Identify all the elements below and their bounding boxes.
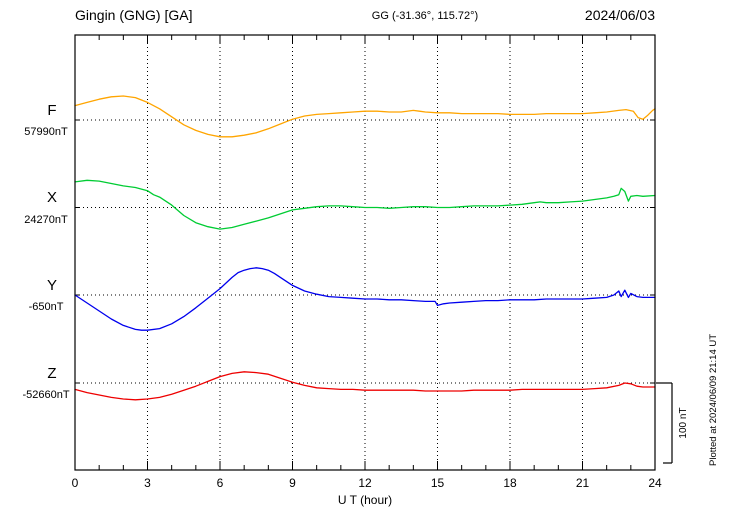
plot-date: 2024/06/03 (585, 7, 655, 23)
grid-lines (75, 35, 655, 470)
x-tick-label: 0 (72, 476, 79, 490)
series-baseline-X: 24270nT (24, 214, 68, 226)
station-title: Gingin (GNG) [GA] (75, 7, 192, 23)
x-tick-label: 18 (503, 476, 517, 490)
x-tick-label: 15 (431, 476, 445, 490)
series-letter-X: X (47, 189, 57, 206)
x-tick-label: 6 (217, 476, 224, 490)
series-label-Z: Z -52660nT (22, 365, 69, 401)
plotted-at-stamp: Plotted at 2024/06/09 21:14 UT (708, 334, 719, 466)
series-baseline-F: 57990nT (24, 126, 68, 138)
trace-F (74, 95, 656, 138)
trace-Y (74, 267, 656, 331)
trace-Z (74, 371, 656, 401)
trace-X (74, 179, 656, 230)
series-baseline-Z: -52660nT (22, 389, 69, 401)
series-label-X: X 24270nT (24, 189, 68, 226)
amplitude-scale-bar (656, 382, 673, 464)
geographic-coords: GG (-31.36°, 115.72°) (372, 10, 478, 22)
x-tick-label: 9 (289, 476, 296, 490)
x-tick-label: 21 (576, 476, 590, 490)
plot-frame (74, 34, 656, 471)
series-baseline-Y: -650nT (29, 301, 64, 313)
x-tick-label: 24 (648, 476, 662, 490)
series-letter-F: F (47, 102, 56, 119)
series-letter-Y: Y (47, 277, 57, 294)
x-tick-label: 12 (358, 476, 372, 490)
data-traces (74, 95, 656, 401)
axis-ticks (74, 35, 656, 470)
series-label-Y: Y -650nT (29, 277, 64, 313)
series-label-F: F 57990nT (24, 102, 68, 138)
series-letter-Z: Z (47, 365, 56, 382)
x-tick-label: 3 (144, 476, 151, 490)
scale-bar-label: 100 nT (678, 407, 689, 438)
x-axis-label: U T (hour) (338, 493, 392, 507)
